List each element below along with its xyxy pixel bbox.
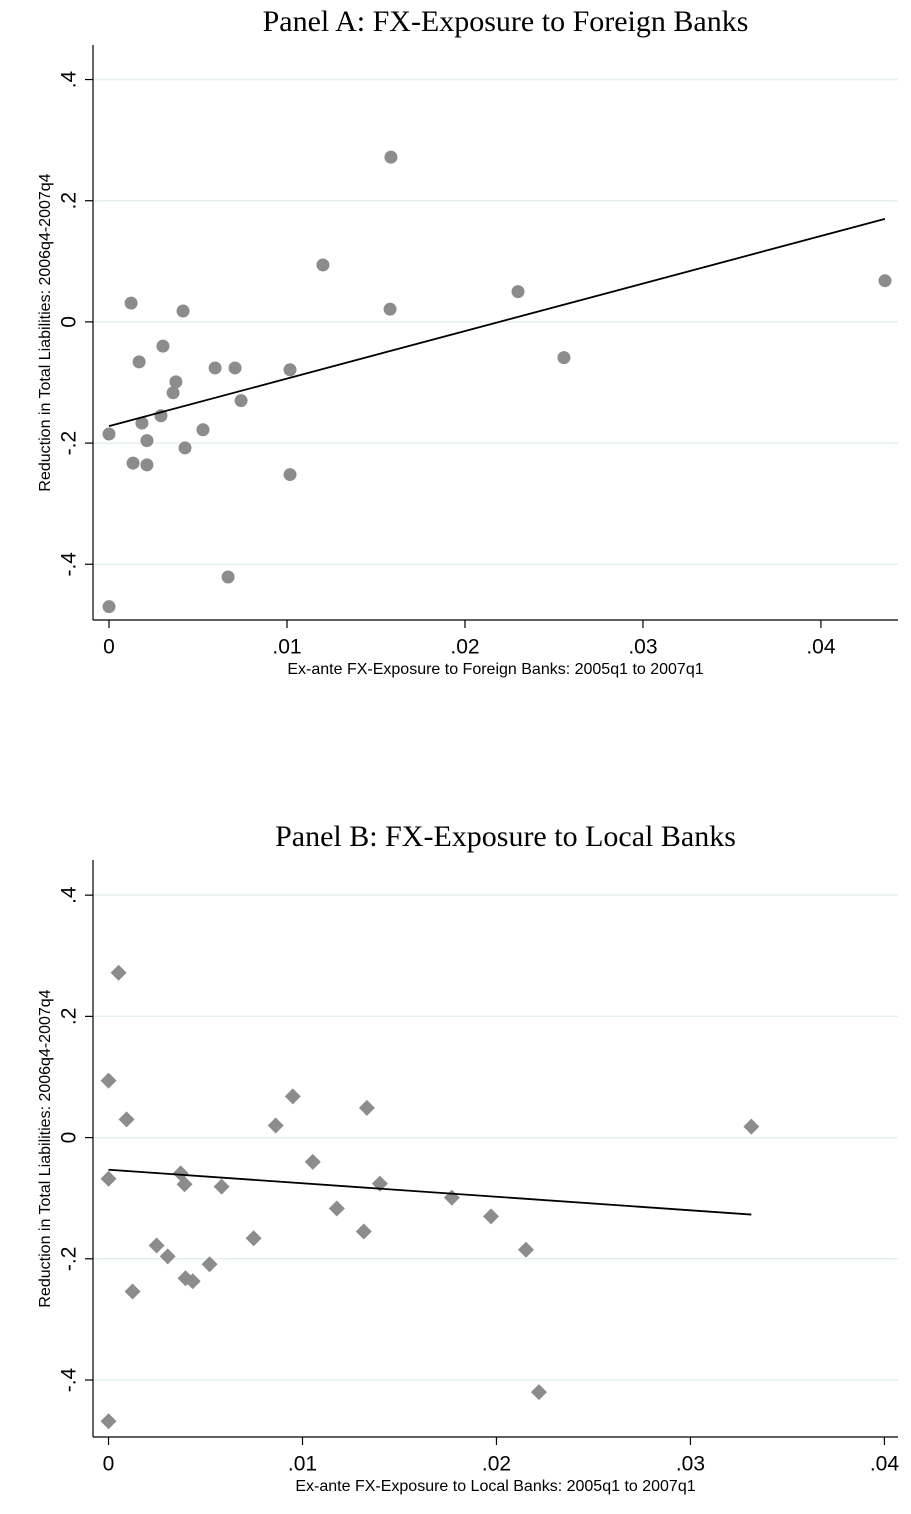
y-axis-label: Reduction in Total Liabilities: 2006q4-2…	[37, 173, 54, 491]
point	[169, 375, 183, 389]
point	[878, 274, 892, 288]
point	[245, 1230, 262, 1247]
point	[176, 1176, 193, 1193]
point	[743, 1118, 760, 1135]
point	[483, 1208, 500, 1225]
point	[221, 570, 235, 584]
x-tick-label: .03	[628, 636, 657, 659]
y-tick-label: .4	[58, 70, 81, 88]
fit-line	[108, 1168, 752, 1216]
point	[328, 1200, 345, 1217]
x-tick-label: .03	[676, 1453, 705, 1476]
x-tick-label: 0	[103, 1453, 115, 1476]
point	[267, 1117, 284, 1134]
point	[234, 394, 248, 408]
point	[148, 1237, 165, 1254]
point	[132, 355, 146, 369]
x-axis-label: Ex-ante FX-Exposure to Local Banks: 2005…	[295, 1478, 695, 1495]
x-tick-label: .02	[482, 1453, 511, 1476]
point	[283, 363, 297, 377]
point	[557, 351, 571, 365]
chart-title: Panel A: FX-Exposure to Foreign Banks	[263, 5, 749, 38]
point	[184, 1273, 201, 1290]
point	[511, 285, 525, 299]
point	[208, 361, 222, 375]
x-tick-label: .02	[450, 636, 479, 659]
point	[126, 456, 140, 470]
point	[110, 964, 127, 981]
point	[100, 1413, 117, 1430]
y-tick-label: -.4	[58, 1367, 81, 1392]
point	[100, 1072, 117, 1089]
point	[213, 1178, 230, 1195]
point	[135, 416, 149, 430]
point	[140, 458, 154, 472]
point	[228, 361, 242, 375]
y-tick-label: .2	[58, 1008, 81, 1026]
y-tick-label: -.2	[58, 1247, 81, 1272]
y-tick-label: .4	[58, 886, 81, 904]
x-tick-label: .04	[870, 1453, 900, 1476]
point	[384, 150, 398, 164]
y-tick-label: -.2	[58, 431, 81, 456]
point	[383, 302, 397, 316]
point	[355, 1223, 372, 1240]
y-tick-label: -.4	[58, 552, 81, 577]
x-axis-label: Ex-ante FX-Exposure to Foreign Banks: 20…	[287, 661, 703, 678]
point	[530, 1384, 547, 1401]
point	[443, 1189, 460, 1206]
y-tick-label: .2	[58, 192, 81, 210]
point	[140, 434, 154, 448]
point	[102, 427, 116, 441]
point	[178, 441, 192, 455]
x-tick-label: .01	[272, 636, 301, 659]
point	[159, 1248, 176, 1265]
point	[176, 304, 190, 318]
fit-line	[108, 218, 886, 427]
point	[156, 339, 170, 353]
point	[196, 423, 210, 437]
y-axis-label: Reduction in Total Liabilities: 2006q4-2…	[37, 989, 54, 1307]
point	[124, 296, 138, 310]
point	[100, 1170, 117, 1187]
x-tick-label: .01	[288, 1453, 317, 1476]
x-tick-label: .04	[806, 636, 836, 659]
point	[304, 1153, 321, 1170]
chart-title: Panel B: FX-Exposure to Local Banks	[275, 820, 736, 853]
y-tick-label: 0	[58, 1132, 81, 1144]
point	[166, 386, 180, 400]
point	[517, 1241, 534, 1258]
x-tick-label: 0	[103, 636, 115, 659]
point	[102, 600, 116, 614]
y-tick-label: 0	[58, 316, 81, 328]
point	[316, 258, 330, 272]
point	[118, 1111, 135, 1128]
point	[358, 1099, 375, 1116]
point	[284, 1088, 301, 1105]
point	[124, 1283, 141, 1300]
point	[283, 468, 297, 482]
point	[201, 1256, 218, 1273]
